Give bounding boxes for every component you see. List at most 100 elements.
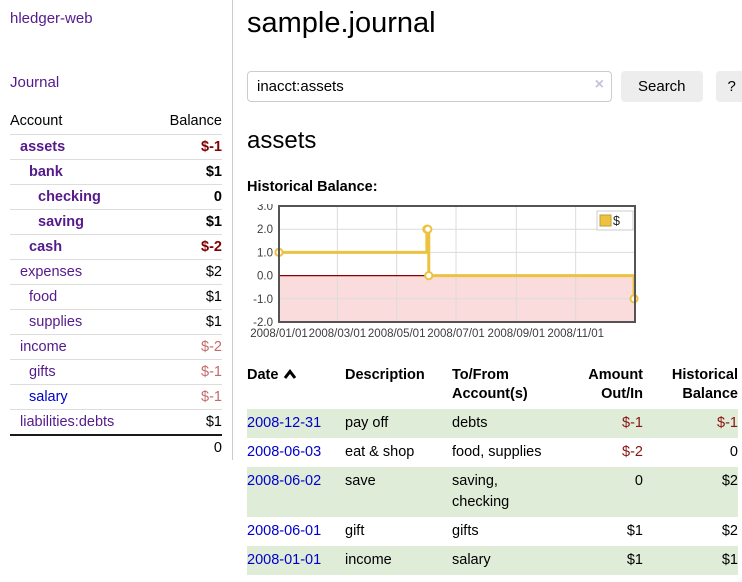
transaction-date-link[interactable]: 2008-06-02 xyxy=(247,472,322,489)
transaction-amount-cell: $-1 xyxy=(622,414,643,431)
account-row: food $1 xyxy=(10,284,222,310)
accounts-table: Account Balance assets $-1 bank $1 checking 0… xyxy=(10,110,222,460)
register-header-accounts: To/From Account(s) xyxy=(452,367,528,402)
search-help-button[interactable]: ? xyxy=(715,71,742,102)
search-button[interactable]: Search xyxy=(621,71,703,102)
y-tick-label: 3.0 xyxy=(257,204,273,213)
accounts-total: 0 xyxy=(151,434,222,460)
account-row: bank $1 xyxy=(10,159,222,185)
register-header-row: Date Description To/From Account(s) Amou… xyxy=(247,365,738,409)
register-table: Date Description To/From Account(s) Amou… xyxy=(247,365,738,575)
account-row: liabilities:debts $1 xyxy=(10,409,222,435)
register-header-balance: Historical Balance xyxy=(671,367,738,402)
transaction-row: 2008-06-01 gift gifts $1 $2 xyxy=(247,517,738,546)
register-header-date: Date xyxy=(247,365,345,409)
legend-label: $ xyxy=(613,214,620,228)
transaction-date-link[interactable]: 2008-06-01 xyxy=(247,522,322,539)
accounts-total-row: 0 xyxy=(10,434,222,460)
transaction-date-link[interactable]: 2008-01-01 xyxy=(247,551,322,568)
account-balance: $2 xyxy=(151,259,222,285)
register-header-amount: Amount Out/In xyxy=(588,367,643,402)
account-balance: $1 xyxy=(151,209,222,235)
transaction-row: 2008-06-02 save saving, checking 0 $2 xyxy=(247,466,738,517)
account-link[interactable]: cash xyxy=(29,239,63,255)
account-row: supplies $1 xyxy=(10,309,222,335)
transaction-amount-cell: $-2 xyxy=(622,443,643,460)
x-tick-label: 2008/03/01 xyxy=(309,328,367,340)
sidebar-item-journal[interactable]: Journal xyxy=(10,74,60,91)
transaction-accounts-cell: gifts xyxy=(452,522,479,539)
transaction-date-cell: 2008-06-01 xyxy=(247,517,345,546)
transaction-balance-cell: $2 xyxy=(721,522,738,539)
account-row: gifts $-1 xyxy=(10,359,222,385)
account-balance: $1 xyxy=(151,284,222,310)
transaction-amount-cell: $1 xyxy=(626,551,643,568)
transaction-date-cell: 2008-12-31 xyxy=(247,409,345,438)
x-tick-label: 2008/11/01 xyxy=(547,328,604,340)
account-row: checking 0 xyxy=(10,184,222,210)
transaction-balance-cell: 0 xyxy=(729,443,738,460)
x-tick-label: 2008/09/01 xyxy=(488,328,546,340)
account-link[interactable]: income xyxy=(20,339,67,355)
account-row: saving $1 xyxy=(10,209,222,235)
accounts-header-account: Account xyxy=(10,113,63,129)
transaction-date-cell: 2008-06-03 xyxy=(247,438,345,467)
transaction-balance-cell: $-1 xyxy=(717,414,738,431)
account-row: salary $-1 xyxy=(10,384,222,410)
data-point-marker xyxy=(423,224,433,234)
account-link[interactable]: expenses xyxy=(20,264,83,280)
account-heading: assets xyxy=(247,127,317,154)
transaction-date-cell: 2008-01-01 xyxy=(247,546,345,575)
legend-swatch xyxy=(599,214,612,227)
clear-search-icon[interactable]: × xyxy=(594,76,604,93)
account-balance: $1 xyxy=(151,159,222,185)
accounts-header-row: Account Balance xyxy=(10,110,222,135)
sidebar: hledger-web Journal Account Balance asse… xyxy=(0,0,233,460)
account-link[interactable]: liabilities:debts xyxy=(20,414,115,430)
transaction-row: 2008-01-01 income salary $1 $1 xyxy=(247,545,738,575)
x-tick-label: 2008/07/01 xyxy=(427,328,485,340)
transaction-date-link[interactable]: 2008-06-03 xyxy=(247,443,322,460)
account-balance: $1 xyxy=(151,409,222,435)
x-tick-label: 2008/01/01 xyxy=(250,328,308,340)
account-row: assets $-1 xyxy=(10,134,222,160)
account-balance: $-2 xyxy=(151,334,222,360)
historical-balance-chart: $3.0 2.0 1.0 0.0 -1.0 -2.0 2008/01/01 2008/03/0… xyxy=(247,204,742,342)
y-tick-label: 2.0 xyxy=(257,224,273,236)
y-tick-label: 1.0 xyxy=(257,247,273,259)
account-row: expenses $2 xyxy=(10,259,222,285)
transaction-accounts-cell: debts xyxy=(452,414,488,431)
account-link[interactable]: salary xyxy=(29,389,68,405)
transaction-description-cell: save xyxy=(345,472,376,489)
account-balance: $1 xyxy=(151,309,222,335)
account-link[interactable]: food xyxy=(29,289,58,305)
account-balance: $-2 xyxy=(151,234,222,260)
account-balance: $-1 xyxy=(151,134,222,160)
account-link[interactable]: bank xyxy=(29,164,63,180)
account-link[interactable]: gifts xyxy=(29,364,56,380)
search-input[interactable] xyxy=(247,71,612,102)
account-link[interactable]: assets xyxy=(20,139,66,155)
account-balance: 0 xyxy=(151,184,222,210)
brand-link[interactable]: hledger-web xyxy=(10,10,93,27)
transaction-amount-cell: $1 xyxy=(626,522,643,539)
transaction-description-cell: pay off xyxy=(345,414,389,431)
transaction-description-cell: gift xyxy=(345,522,365,539)
account-balance: $-1 xyxy=(151,384,222,410)
data-point-marker xyxy=(424,271,434,281)
account-balance: $-1 xyxy=(151,359,222,385)
plot-border xyxy=(278,205,636,323)
transaction-accounts-cell: salary xyxy=(452,551,491,568)
account-link[interactable]: checking xyxy=(38,189,101,205)
search-form: × Search ? xyxy=(247,71,742,102)
register-header-description: Description xyxy=(345,367,425,383)
account-link[interactable]: supplies xyxy=(29,314,83,330)
transaction-balance-cell: $2 xyxy=(721,472,738,489)
account-link[interactable]: saving xyxy=(38,214,84,230)
transaction-description-cell: eat & shop xyxy=(345,443,415,460)
account-row: income $-2 xyxy=(10,334,222,360)
transaction-date-link[interactable]: 2008-12-31 xyxy=(247,414,322,431)
transaction-description-cell: income xyxy=(345,551,392,568)
account-row: cash $-2 xyxy=(10,234,222,260)
